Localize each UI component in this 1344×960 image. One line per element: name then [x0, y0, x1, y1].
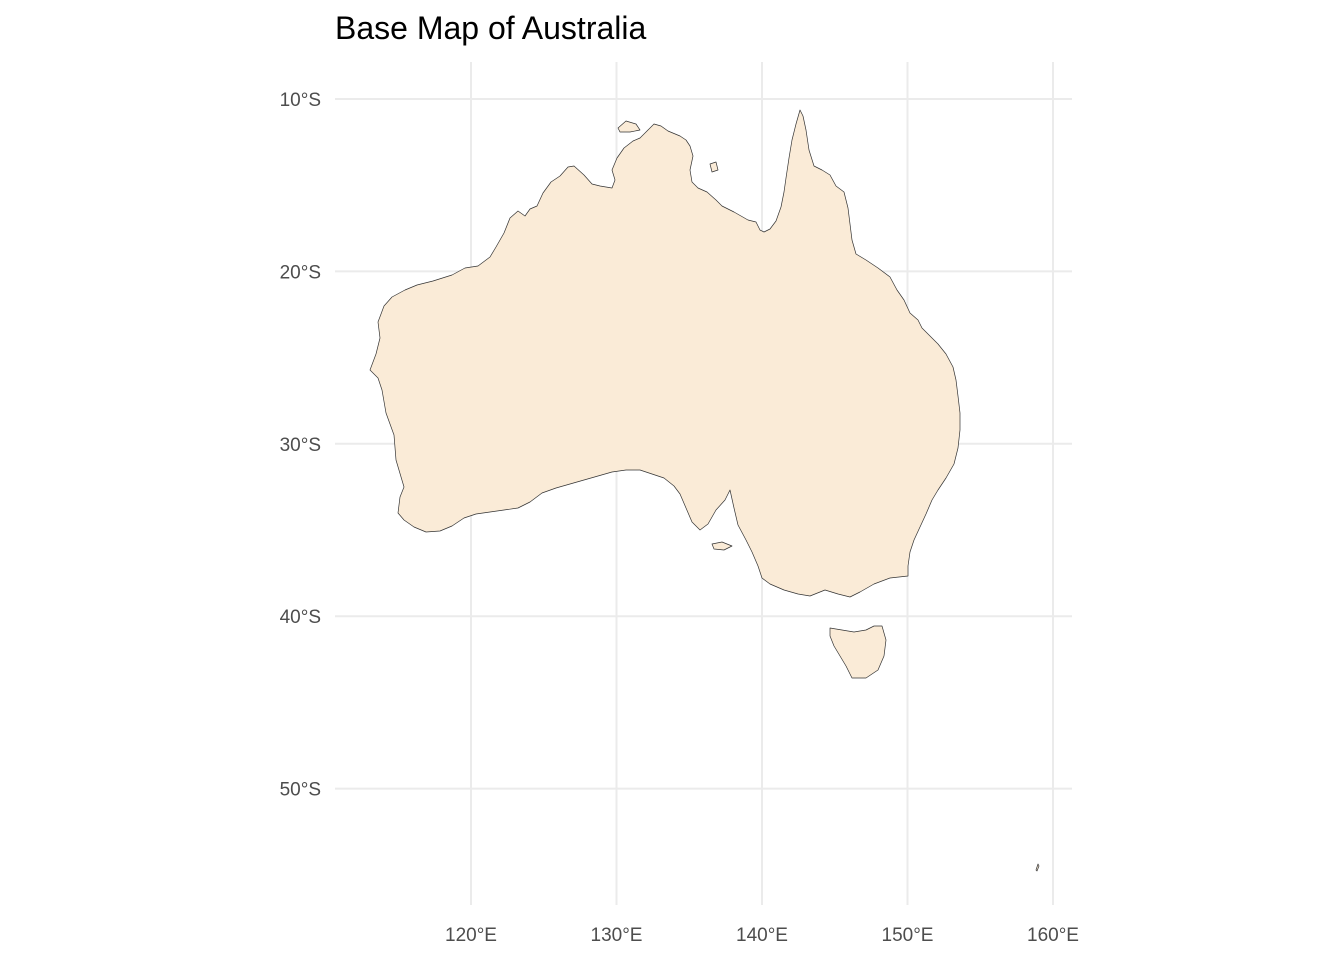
x-axis-labels: 120°E 130°E 140°E 150°E 160°E: [445, 925, 1079, 946]
y-axis-labels: 10°S 20°S 30°S 40°S 50°S: [280, 90, 321, 801]
x-tick-label: 150°E: [882, 925, 934, 946]
y-tick-label: 30°S: [280, 435, 321, 456]
y-tick-label: 10°S: [280, 90, 321, 111]
mainland-australia: [369, 109, 961, 598]
x-tick-label: 140°E: [736, 925, 788, 946]
y-tick-label: 20°S: [280, 262, 321, 283]
groote-eylandt: [709, 161, 719, 173]
x-tick-label: 160°E: [1027, 925, 1079, 946]
macquarie-island: [1035, 863, 1040, 872]
tasmania: [829, 625, 887, 679]
x-tick-label: 130°E: [591, 925, 643, 946]
y-tick-label: 40°S: [280, 607, 321, 628]
map-title: Base Map of Australia: [335, 10, 647, 46]
y-tick-label: 50°S: [280, 780, 321, 801]
x-tick-label: 120°E: [445, 925, 497, 946]
melville-island: [617, 120, 641, 133]
land-layer: [369, 109, 1040, 872]
kangaroo-island: [711, 541, 733, 551]
